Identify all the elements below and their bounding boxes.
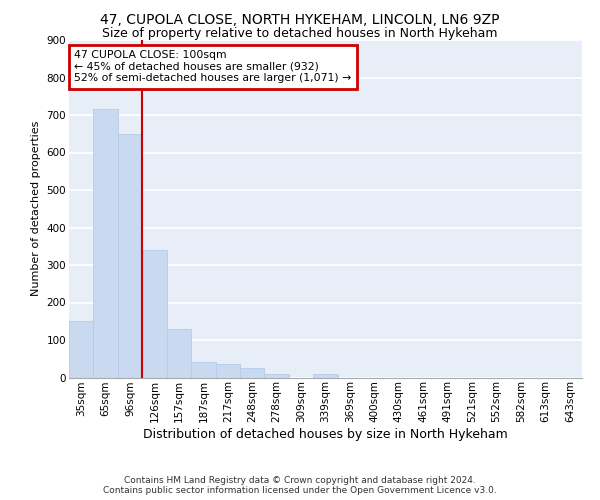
Bar (167, 329, 191, 378)
Bar (94, 110, 118, 378)
Text: 47, CUPOLA CLOSE, NORTH HYKEHAM, LINCOLN, LN6 9ZP: 47, CUPOLA CLOSE, NORTH HYKEHAM, LINCOLN… (100, 12, 500, 26)
X-axis label: Distribution of detached houses by size in North Hykeham: Distribution of detached houses by size … (143, 428, 508, 441)
Text: Size of property relative to detached houses in North Hykeham: Size of property relative to detached ho… (102, 28, 498, 40)
Bar (142, 250, 167, 378)
Bar (118, 134, 142, 378)
Bar (191, 362, 215, 378)
Y-axis label: Number of detached properties: Number of detached properties (31, 121, 41, 296)
Bar (240, 368, 265, 378)
Text: 47 CUPOLA CLOSE: 100sqm
← 45% of detached houses are smaller (932)
52% of semi-d: 47 CUPOLA CLOSE: 100sqm ← 45% of detache… (74, 50, 352, 84)
Text: Contains HM Land Registry data © Crown copyright and database right 2024.
Contai: Contains HM Land Registry data © Crown c… (103, 476, 497, 495)
Bar (265, 374, 289, 378)
Bar (215, 364, 240, 378)
Bar (69, 322, 94, 378)
Bar (313, 374, 338, 378)
